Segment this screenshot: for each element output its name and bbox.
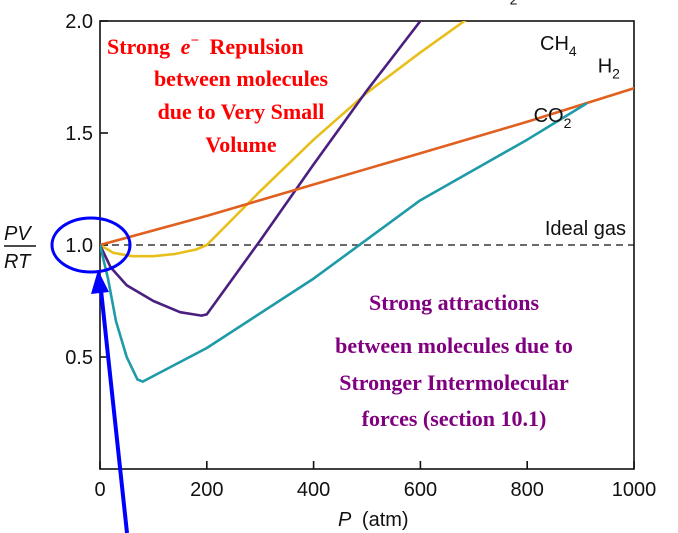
y-tick-label: 1.0 (65, 235, 93, 257)
series-line-ch4 (100, 21, 423, 317)
repulsion-line-3: due to Very Small (158, 99, 325, 124)
y-tick-label: 2.0 (65, 11, 93, 33)
x-axis-title: P (atm) (338, 509, 409, 531)
attraction-line-1: Strong attractions (369, 290, 540, 315)
attraction-annotation: Strong attractions between molecules due… (335, 290, 573, 431)
y-tick-label: 1.5 (65, 123, 93, 145)
series-line-h2 (100, 86, 634, 247)
x-tick-label: 0 (94, 479, 105, 501)
y-axis-title: PV RT (4, 223, 36, 273)
origin-highlight-ellipse (50, 216, 132, 274)
series-labels: N2 CH4 H2 CO2 (495, 0, 620, 131)
origin-arrow (91, 270, 129, 533)
series-lines (100, 21, 634, 383)
attraction-line-2: between molecules due to (335, 333, 573, 358)
attraction-line-3: Stronger Intermolecular (339, 370, 569, 395)
series-line-n2 (100, 21, 467, 258)
repulsion-line-2: between molecules (154, 66, 329, 91)
series-label-h2: H2 (598, 56, 620, 82)
x-tick-label: 600 (404, 479, 437, 501)
x-axis-title-var: P (338, 509, 352, 531)
series-label-co2: CO2 (534, 105, 572, 131)
origin-arrow-shaft (99, 289, 129, 533)
x-tick-label: 1000 (612, 479, 657, 501)
repulsion-line-4: Volume (205, 132, 277, 157)
x-tick-label: 400 (297, 479, 330, 501)
x-tick-label: 200 (190, 479, 223, 501)
series-line-co2 (100, 102, 588, 383)
y-axis-title-bottom: RT (4, 251, 32, 273)
origin-arrow-head (91, 270, 109, 294)
y-tick-label: 0.5 (65, 347, 93, 369)
x-axis-title-unit: (atm) (362, 509, 409, 531)
ideal-gas-reference: Ideal gas (100, 218, 634, 246)
ideal-gas-label: Ideal gas (545, 218, 626, 240)
repulsion-annotation: Strong e− Repulsion between molecules du… (107, 25, 329, 157)
attraction-line-4: forces (section 10.1) (362, 406, 547, 431)
repulsion-line-1: Strong e− Repulsion (107, 25, 304, 59)
x-tick-label: 800 (511, 479, 544, 501)
series-label-ch4: CH4 (540, 33, 577, 59)
axis-ticks: 0 200 400 600 800 1000 0.5 1.0 1.5 2.0 (65, 11, 656, 501)
series-label-n2: N2 (495, 0, 517, 8)
y-axis-title-top: PV (4, 223, 32, 245)
